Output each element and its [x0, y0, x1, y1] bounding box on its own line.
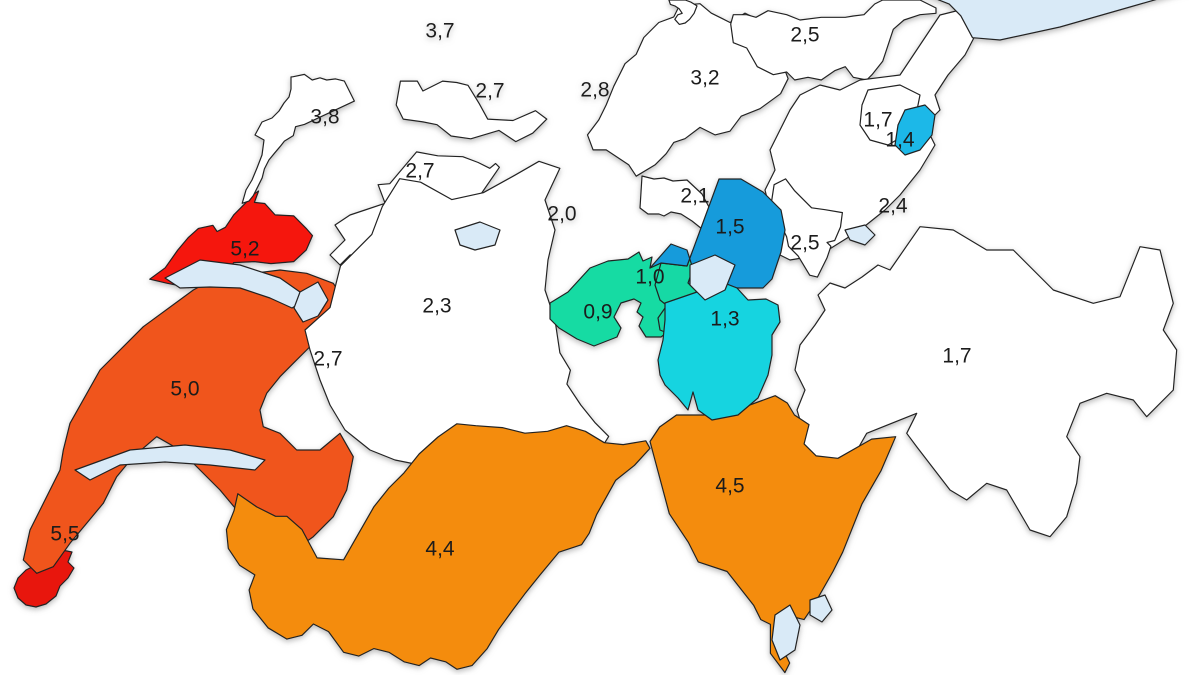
svg-text:2,7: 2,7: [405, 160, 434, 183]
svg-text:0,9: 0,9: [583, 301, 612, 324]
svg-text:1,5: 1,5: [715, 216, 744, 239]
svg-text:3,8: 3,8: [310, 106, 339, 129]
svg-text:3,7: 3,7: [425, 20, 454, 43]
svg-text:2,7: 2,7: [475, 80, 504, 103]
svg-text:5,2: 5,2: [230, 238, 259, 261]
svg-text:4,5: 4,5: [715, 475, 744, 498]
svg-text:2,7: 2,7: [313, 348, 342, 371]
svg-text:2,5: 2,5: [790, 24, 819, 47]
svg-text:4,4: 4,4: [425, 538, 455, 561]
svg-text:2,4: 2,4: [878, 195, 908, 218]
svg-text:2,0: 2,0: [547, 203, 576, 226]
svg-text:2,3: 2,3: [422, 295, 451, 318]
svg-text:2,1: 2,1: [680, 185, 709, 208]
svg-text:5,5: 5,5: [50, 523, 79, 546]
svg-text:1,4: 1,4: [885, 129, 915, 152]
svg-text:2,8: 2,8: [580, 79, 609, 102]
svg-text:3,2: 3,2: [690, 67, 719, 90]
svg-text:1,7: 1,7: [942, 345, 971, 368]
svg-text:5,0: 5,0: [170, 378, 199, 401]
svg-text:1,0: 1,0: [635, 266, 664, 289]
svg-text:1,3: 1,3: [710, 308, 739, 331]
svg-text:2,5: 2,5: [790, 232, 819, 255]
